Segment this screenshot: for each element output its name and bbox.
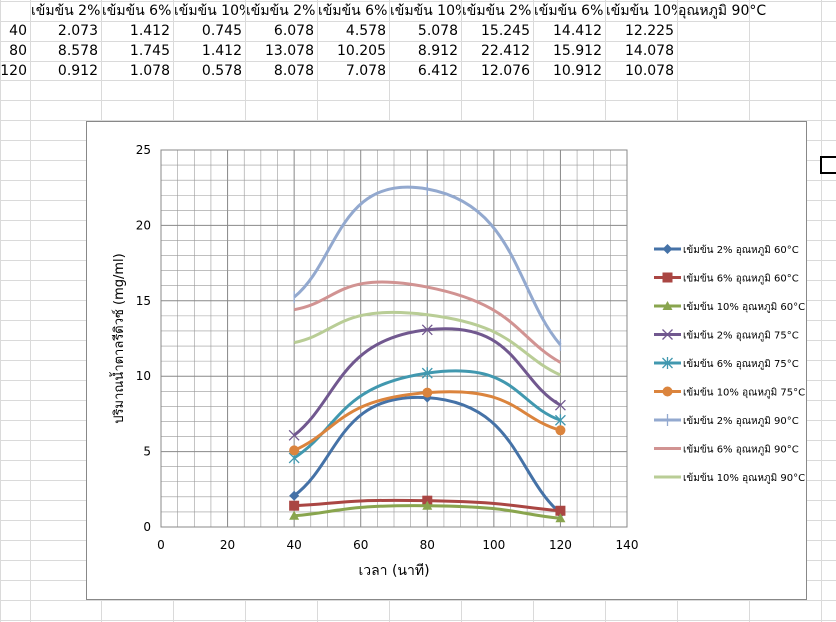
plot-area [160,149,628,528]
marker-circle [422,387,433,398]
header-cell[interactable]: เข้มข้น 6% [102,3,172,19]
marker-x [662,329,673,340]
data-cell[interactable]: 0.912 [57,63,98,79]
legend-label: เข้มข้น 6% อุณหภูมิ 75°C [683,358,799,370]
marker-square [555,505,566,516]
x-tick-label: 140 [616,538,639,552]
x-tick-label: 80 [420,538,435,552]
legend-label: เข้มข้น 2% อุณหภูมิ 90°C [683,415,799,427]
data-cell[interactable]: 80 [9,43,27,59]
header-cell[interactable]: เข้มข้น 10% [390,3,461,19]
legend-label: เข้มข้น 6% อุณหภูมิ 60°C [683,273,799,285]
data-cell[interactable]: 13.078 [265,43,314,59]
x-tick-label: 100 [482,538,505,552]
data-cell[interactable]: 0.578 [201,63,242,79]
marker-triangle [422,500,433,510]
header-cell[interactable]: เข้มข้น 6% [534,3,604,19]
data-cell[interactable]: 1.412 [129,23,170,39]
marker-square [662,272,673,283]
data-cell[interactable]: 15.245 [481,23,530,39]
y-tick-label: 15 [136,294,151,308]
marker-triangle [555,513,566,523]
marker-star [554,414,566,427]
marker-square [422,495,433,506]
x-tick-label: 120 [549,538,572,552]
marker-x [421,324,433,336]
data-cell[interactable]: 2.073 [57,23,98,39]
data-cell[interactable]: 1.078 [129,63,170,79]
data-cell[interactable]: 15.912 [553,43,602,59]
data-cell[interactable]: 10.078 [625,63,674,79]
x-tick-label: 40 [287,538,302,552]
selection-handle[interactable] [820,156,836,174]
data-cell[interactable]: 1.745 [129,43,170,59]
chart[interactable]: 0 20 40 60 80 100 120 140 0 5 10 15 20 25 เวลา (นาที) ป… [86,121,807,600]
marker-square [289,500,300,511]
data-cell[interactable]: 6.078 [273,23,314,39]
data-cell[interactable]: 8.578 [57,43,98,59]
header-cell[interactable]: เข้มข้น 6% [318,3,388,19]
legend-label: เข้มข้น 10% อุณหภูมิ 90°C [683,472,805,484]
data-cell[interactable]: 5.078 [417,23,458,39]
x-tick-label: 20 [220,538,235,552]
data-cell[interactable]: 7.078 [345,63,386,79]
header-cell[interactable]: เข้มข้น 2% [462,3,532,19]
data-cell[interactable]: 40 [9,23,27,39]
data-cell[interactable]: 6.412 [417,63,458,79]
data-cell[interactable]: 12.225 [625,23,674,39]
marker-star [662,357,673,369]
legend-label: เข้มข้น 10% อุณหภูมิ 75°C [683,387,805,399]
data-cell[interactable]: 8.912 [417,43,458,59]
marker-triangle [662,301,673,310]
y-tick-label: 10 [136,369,151,383]
header-cell[interactable]: เข้มข้น 10% [606,3,677,19]
legend-label: เข้มข้น 10% อุณหภูมิ 60°C [683,301,805,313]
x-axis-title: เวลา (นาที) [358,563,429,579]
legend-label: เข้มข้น 2% อุณหภูมิ 60°C [683,244,799,256]
marker-diamond [289,490,300,501]
y-tick-label: 5 [143,445,151,459]
data-cell[interactable]: 4.578 [345,23,386,39]
header-cell[interactable]: เข้มข้น 10% [174,3,245,19]
data-cell[interactable]: 0.745 [201,23,242,39]
x-tick-label: 60 [353,538,368,552]
marker-star [421,367,433,380]
marker-circle [555,425,566,436]
marker-x [288,429,300,441]
data-cell[interactable]: 14.078 [625,43,674,59]
marker-circle [289,445,300,456]
data-cell[interactable]: 1.412 [201,43,242,59]
header-cell[interactable]: อุณหภูมิ 90°C [678,3,767,19]
data-cell[interactable]: 14.412 [553,23,602,39]
y-axis-title: ปริมาณน้ำตาลรีดิวซ์ (mg/ml) [109,253,127,423]
x-tick-label: 0 [157,538,165,552]
data-cell[interactable]: 12.076 [481,63,530,79]
data-cell[interactable]: 10.205 [337,43,386,59]
header-cell[interactable]: เข้มข้น 2% [31,3,101,19]
series-line [293,310,562,377]
marker-circle [662,386,673,397]
data-cell[interactable]: 8.078 [273,63,314,79]
series-line [293,280,562,364]
chart-svg: 0 20 40 60 80 100 120 140 0 5 10 15 20 25 เวลา (นาที) ป… [109,143,805,579]
marker-diamond [662,244,673,254]
data-cell[interactable]: 120 [0,63,27,79]
data-cell[interactable]: 22.412 [481,43,530,59]
legend-label: เข้มข้น 2% อุณหภูมิ 75°C [683,330,799,342]
y-tick-label: 0 [143,520,151,534]
data-cell[interactable]: 10.912 [553,63,602,79]
legend-label: เข้มข้น 6% อุณหภูมิ 90°C [683,444,799,456]
marker-x [554,399,566,411]
y-tick-label: 20 [136,218,151,232]
y-tick-label: 25 [136,143,151,157]
header-cell[interactable]: เข้มข้น 2% [246,3,316,19]
marker-triangle [289,510,300,520]
